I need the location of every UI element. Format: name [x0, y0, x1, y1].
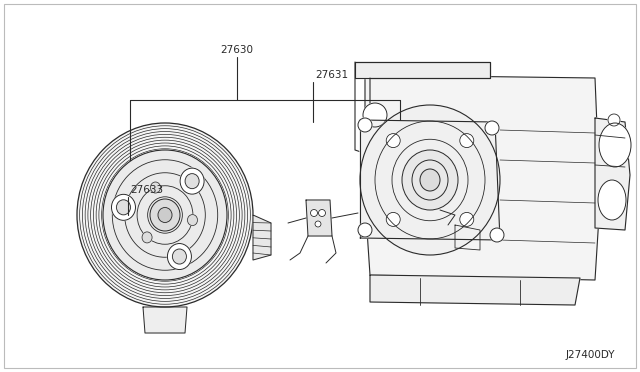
Ellipse shape	[185, 174, 199, 189]
Circle shape	[490, 228, 504, 242]
Ellipse shape	[599, 123, 631, 167]
Ellipse shape	[150, 182, 161, 193]
Ellipse shape	[180, 168, 204, 194]
Polygon shape	[253, 215, 271, 260]
Ellipse shape	[77, 123, 253, 307]
Text: 27630: 27630	[221, 45, 253, 55]
Circle shape	[485, 121, 499, 135]
Circle shape	[319, 209, 326, 217]
Ellipse shape	[402, 150, 458, 210]
Ellipse shape	[360, 105, 500, 255]
Text: J27400DY: J27400DY	[566, 350, 615, 360]
Polygon shape	[595, 118, 630, 230]
Polygon shape	[143, 307, 187, 333]
Ellipse shape	[116, 200, 131, 215]
Polygon shape	[306, 200, 332, 236]
Circle shape	[358, 118, 372, 132]
Polygon shape	[360, 120, 500, 240]
Polygon shape	[370, 275, 580, 305]
Circle shape	[358, 223, 372, 237]
Ellipse shape	[172, 249, 186, 264]
Circle shape	[608, 114, 620, 126]
Ellipse shape	[103, 150, 227, 280]
Ellipse shape	[598, 180, 626, 220]
Circle shape	[315, 221, 321, 227]
Ellipse shape	[420, 169, 440, 191]
Circle shape	[460, 134, 474, 148]
Polygon shape	[365, 75, 600, 280]
Ellipse shape	[142, 232, 152, 243]
Circle shape	[386, 212, 400, 227]
Circle shape	[460, 212, 474, 227]
Polygon shape	[355, 62, 490, 78]
Text: 27631: 27631	[315, 70, 348, 80]
Ellipse shape	[158, 208, 172, 222]
Circle shape	[310, 209, 317, 217]
Ellipse shape	[150, 199, 180, 231]
Circle shape	[363, 103, 387, 127]
Ellipse shape	[168, 244, 191, 270]
Ellipse shape	[111, 194, 136, 220]
Circle shape	[386, 134, 400, 148]
Ellipse shape	[188, 215, 198, 225]
Text: 27633: 27633	[130, 185, 163, 195]
